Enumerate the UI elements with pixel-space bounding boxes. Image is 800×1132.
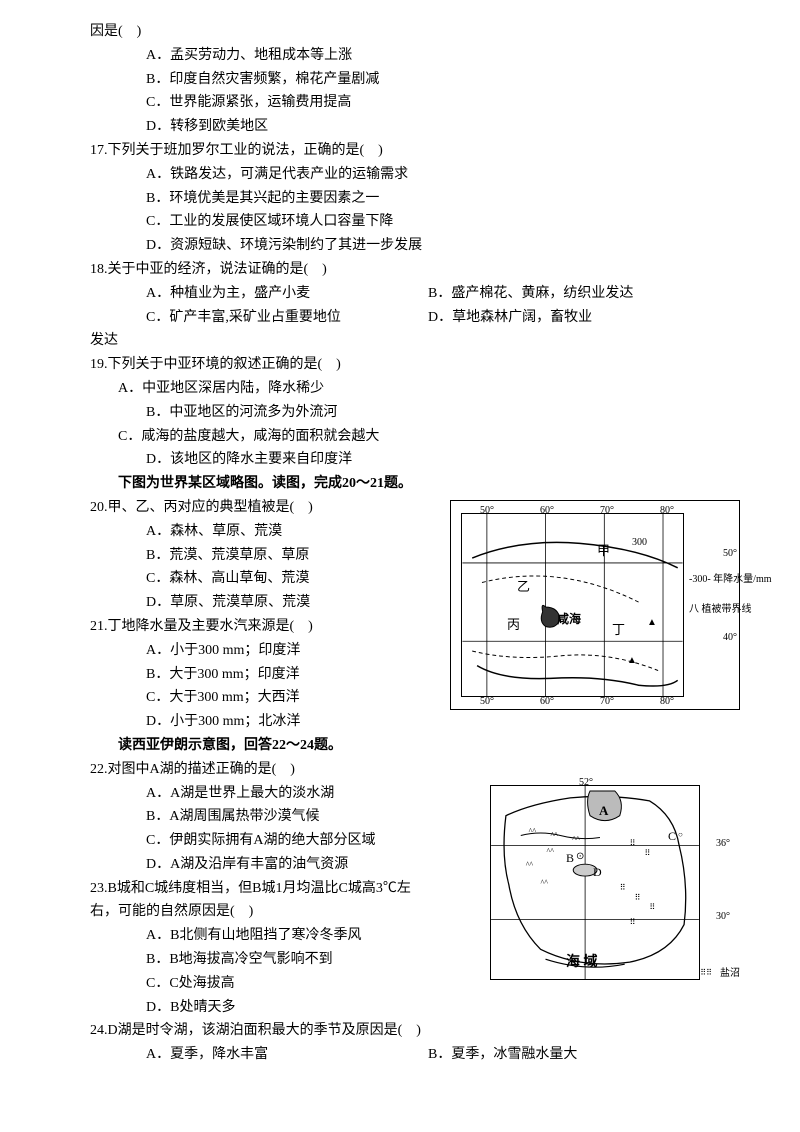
q16-d: D．转移到欧美地区 xyxy=(90,115,710,139)
intro-22-24: 读西亚伊朗示意图，回答22～24题。 xyxy=(90,734,710,758)
q16-c: C．世界能源紧张，运输费用提高 xyxy=(90,91,710,115)
q23-d: D．B处晴天多 xyxy=(90,996,450,1020)
circ-c: ○ xyxy=(678,828,683,842)
label-bing: 丙 xyxy=(507,614,520,636)
svg-text:⠿: ⠿ xyxy=(630,838,636,847)
intro-20-21: 下图为世界某区域略图。读图，完成20～21题。 xyxy=(90,472,710,496)
q21-a: A．小于300 mm；印度洋 xyxy=(90,639,450,663)
q21-c: C．大于300 mm；大西洋 xyxy=(90,686,450,710)
q23-a: A．B北侧有山地阻挡了寒冷冬季风 xyxy=(90,924,450,948)
svg-text:^^: ^^ xyxy=(526,860,534,869)
svg-text:⠿: ⠿ xyxy=(649,903,655,912)
lon-50-top: 50° xyxy=(480,502,494,519)
q17-a: A．铁路发达，可满足代表产业的运输需求 xyxy=(90,163,710,187)
q16-a: A．孟买劳动力、地租成本等上涨 xyxy=(90,44,710,68)
lon-52: 52° xyxy=(579,774,593,791)
q22-c: C．伊朗实际拥有A湖的绝大部分区域 xyxy=(90,829,450,853)
q17-c: C．工业的发展使区域环境人口容量下降 xyxy=(90,210,710,234)
mt-2: ▲ xyxy=(627,652,637,669)
svg-text:^^: ^^ xyxy=(550,830,558,839)
q18-b: B．盛产棉花、黄麻，纺织业发达 xyxy=(428,282,710,306)
q17-stem: 17.下列关于班加罗尔工业的说法，正确的是( ) xyxy=(90,139,710,163)
label-sea2: 海 域 xyxy=(566,951,598,975)
label-a: A xyxy=(599,800,608,822)
q19-c: C．咸海的盐度越大，咸海的面积就会越大 xyxy=(90,425,710,449)
q24-stem: 24.D湖是时令湖，该湖泊面积最大的季节及原因是( ) xyxy=(90,1019,710,1043)
q18-stem: 18.关于中亚的经济，说法证确的是( ) xyxy=(90,258,710,282)
lon-70-bot: 70° xyxy=(600,693,614,710)
legend-boundary: 八 植被带界线 xyxy=(689,601,789,618)
q21-d: D．小于300 mm；北冰洋 xyxy=(90,710,450,734)
svg-text:^^: ^^ xyxy=(547,846,555,855)
iso-300-1: 300 xyxy=(632,534,647,551)
lat-36: 36° xyxy=(716,835,730,852)
figure-iran-map: ^^ ^^ ^^ ^^ ^^ ^^ ⠿ ⠿ ⠿ ⠿ ⠿ ⠿ 52° A B ⊙ … xyxy=(480,780,740,990)
q24-b: B．夏季，冰雪融水量大 xyxy=(428,1043,710,1067)
q17-b: B．环境优美是其兴起的主要因素之一 xyxy=(90,187,710,211)
svg-text:⠿: ⠿ xyxy=(644,848,650,857)
label-ding: 丁 xyxy=(612,619,625,641)
label-yi: 乙 xyxy=(517,576,530,598)
lon-70-top: 70° xyxy=(600,502,614,519)
q18-extra: 发达 xyxy=(90,329,710,353)
mt-1: ▲ xyxy=(647,614,657,631)
q22-stem: 22.对图中A湖的描述正确的是( ) xyxy=(90,758,710,782)
label-d: D xyxy=(593,862,602,882)
figure-central-asia-map: 50° 60° 70° 80° 50° 60° 70° 80° 甲 300 乙 … xyxy=(450,500,740,710)
q24-a: A．夏季，降水丰富 xyxy=(146,1043,428,1067)
lat-50: 50° xyxy=(723,545,737,562)
lat-30: 30° xyxy=(716,908,730,925)
label-sea: 咸海 xyxy=(557,609,581,629)
q19-b: B．中亚地区的河流多为外流河 xyxy=(90,401,710,425)
lon-50-bot: 50° xyxy=(480,693,494,710)
q19-a: A．中亚地区深居内陆，降水稀少 xyxy=(90,377,710,401)
q20-b: B．荒漠、荒漠草原、草原 xyxy=(90,544,450,568)
svg-text:^^: ^^ xyxy=(529,827,537,836)
label-b: B xyxy=(566,848,574,868)
q16-stem: 因是( ) xyxy=(90,20,710,44)
lon-60-top: 60° xyxy=(540,502,554,519)
svg-text:^^: ^^ xyxy=(572,834,580,843)
q16-b: B．印度自然灾害频繁，棉花产量剧减 xyxy=(90,68,710,92)
q19-d: D．该地区的降水主要来自印度洋 xyxy=(90,448,710,472)
q23-b: B．B地海拔高冷空气影响不到 xyxy=(90,948,450,972)
q18-d: D．草地森林广阔，畜牧业 xyxy=(428,306,710,330)
label-jia: 甲 xyxy=(597,540,610,562)
dot-b: ⊙ xyxy=(576,848,584,865)
legend-isoline: -300- 年降水量/mm xyxy=(689,571,789,588)
svg-text:⠿: ⠿ xyxy=(620,883,626,892)
q20-a: A．森林、草原、荒漠 xyxy=(90,520,450,544)
svg-text:^^: ^^ xyxy=(541,878,549,887)
legend-salt: 盐沼 xyxy=(720,965,740,982)
q22-b: B．A湖周围属热带沙漠气候 xyxy=(90,805,450,829)
q21-b: B．大于300 mm；印度洋 xyxy=(90,663,450,687)
svg-text:⠿: ⠿ xyxy=(630,918,636,927)
q20-c: C．森林、高山草甸、荒漠 xyxy=(90,567,450,591)
q19-stem: 19.下列关于中亚环境的叙述正确的是( ) xyxy=(90,353,710,377)
q23-c: C．C处海拔高 xyxy=(90,972,450,996)
lon-60-bot: 60° xyxy=(540,693,554,710)
lon-80-bot: 80° xyxy=(660,693,674,710)
lat-40: 40° xyxy=(723,629,737,646)
label-c: C xyxy=(668,826,676,846)
lon-80-top: 80° xyxy=(660,502,674,519)
q17-d: D．资源短缺、环境污染制约了其进一步发展 xyxy=(90,234,710,258)
q20-d: D．草原、荒漠草原、荒漠 xyxy=(90,591,450,615)
q18-a: A．种植业为主，盛产小麦 xyxy=(146,282,428,306)
svg-text:⠿: ⠿ xyxy=(635,893,641,902)
q18-c: C．矿产丰富,采矿业占重要地位 xyxy=(146,306,428,330)
q22-a: A．A湖是世界上最大的淡水湖 xyxy=(90,782,450,806)
q22-d: D．A湖及沿岸有丰富的油气资源 xyxy=(90,853,450,877)
